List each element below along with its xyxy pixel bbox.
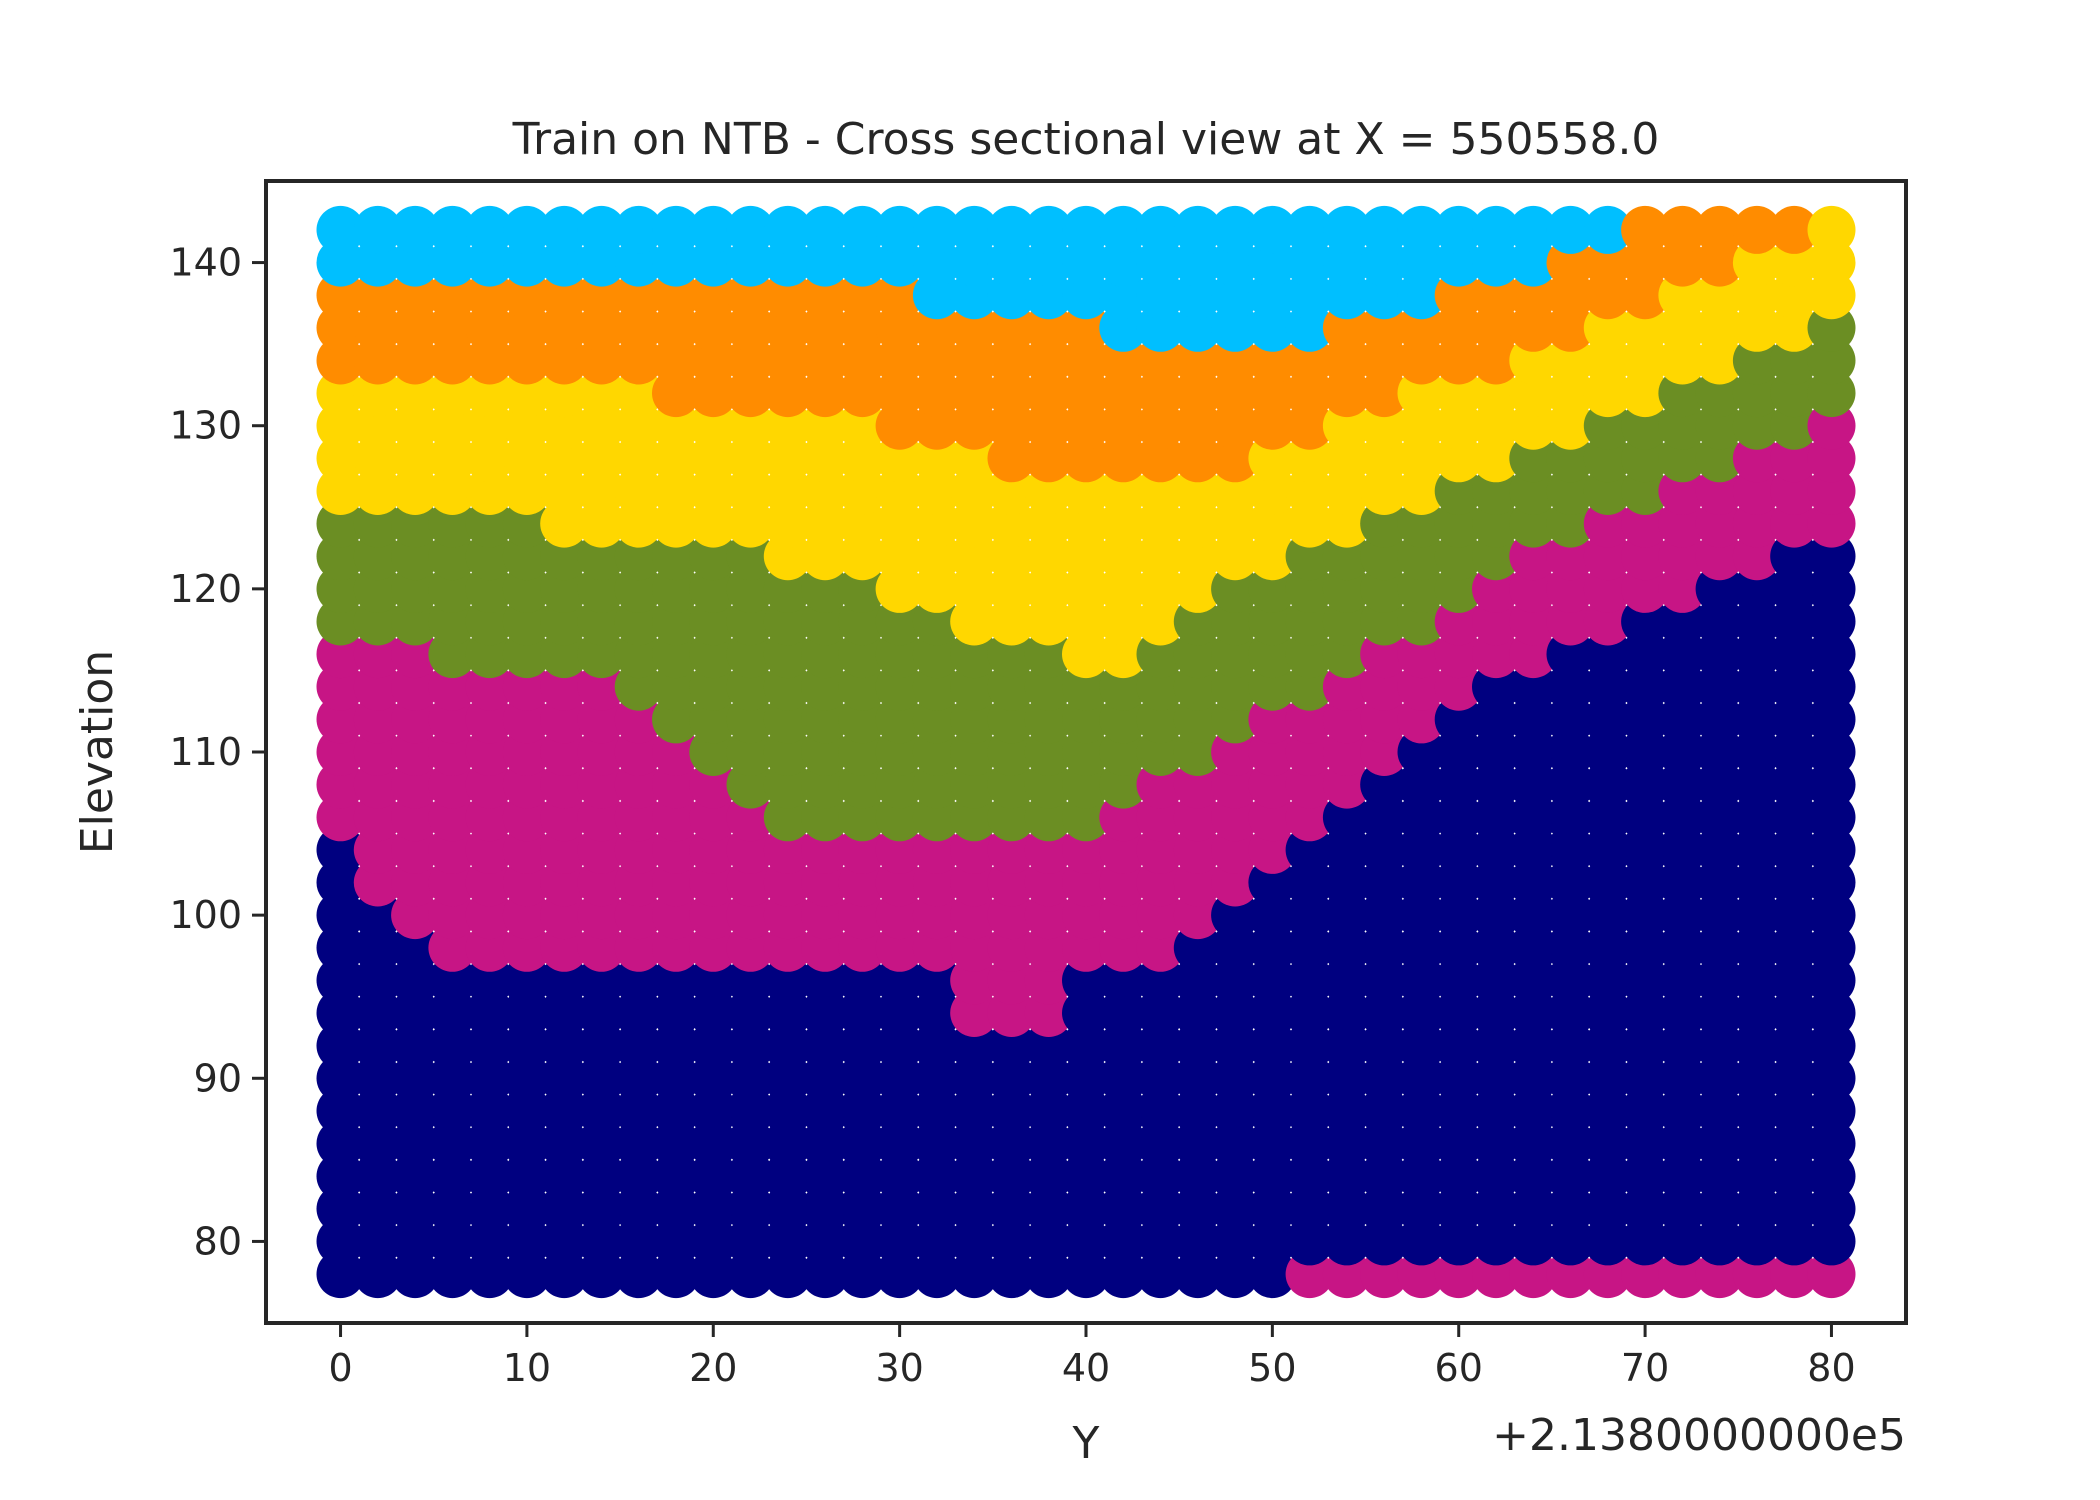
data-point <box>391 205 440 254</box>
x-axis-ticks: 0 10 20 30 40 50 60 70 80 <box>328 1323 1856 1390</box>
x-tick-label: 0 <box>328 1346 352 1390</box>
data-points <box>316 205 1856 1299</box>
x-axis-label: Y <box>1072 1418 1100 1469</box>
data-point <box>1099 205 1148 254</box>
chart-title: Train on NTB - Cross sectional view at X… <box>512 114 1660 165</box>
data-point <box>1434 205 1483 254</box>
data-point <box>1509 205 1558 254</box>
data-point <box>1024 205 1073 254</box>
data-point <box>726 205 775 254</box>
data-point <box>1658 205 1707 254</box>
data-point <box>614 205 663 254</box>
y-tick-label: 100 <box>169 893 242 937</box>
y-tick-label: 90 <box>194 1056 242 1100</box>
data-point <box>1062 205 1110 254</box>
y-tick-label: 80 <box>194 1219 242 1263</box>
y-axis-ticks: 80 90 100 110 120 130 140 <box>169 241 266 1263</box>
data-point <box>652 205 700 254</box>
x-tick-label: 60 <box>1435 1346 1483 1390</box>
data-point <box>1583 205 1632 254</box>
data-point <box>1360 205 1409 254</box>
x-axis-offset-label: +2.1380000000e5 <box>1492 1410 1906 1461</box>
data-point <box>1472 205 1520 254</box>
data-point <box>875 205 924 254</box>
data-point <box>1173 205 1222 254</box>
x-tick-label: 30 <box>875 1346 923 1390</box>
y-tick-label: 120 <box>169 567 242 611</box>
data-point <box>465 205 514 254</box>
x-tick-label: 70 <box>1621 1346 1669 1390</box>
data-point <box>838 205 887 254</box>
data-point <box>540 205 589 254</box>
data-point <box>1136 205 1185 254</box>
data-point <box>577 205 626 254</box>
x-tick-label: 50 <box>1248 1346 1296 1390</box>
data-point <box>912 205 961 254</box>
data-point <box>763 205 812 254</box>
y-tick-label: 140 <box>169 241 242 285</box>
x-tick-label: 40 <box>1062 1346 1110 1390</box>
data-point <box>1285 205 1334 254</box>
data-point <box>801 205 850 254</box>
y-axis-label: Elevation <box>72 650 123 854</box>
x-tick-label: 80 <box>1807 1346 1855 1390</box>
data-point <box>1770 205 1819 254</box>
data-point <box>1695 205 1744 254</box>
data-point <box>987 205 1036 254</box>
data-point <box>1621 205 1670 254</box>
data-point <box>502 205 551 254</box>
data-point <box>689 205 738 254</box>
y-tick-label: 130 <box>169 404 242 448</box>
data-point <box>1322 205 1371 254</box>
data-point <box>1248 205 1297 254</box>
data-point <box>1732 205 1781 254</box>
data-point <box>1211 205 1260 254</box>
x-tick-label: 20 <box>689 1346 737 1390</box>
x-tick-label: 10 <box>503 1346 551 1390</box>
data-point <box>353 205 402 254</box>
y-tick-label: 110 <box>169 730 242 774</box>
data-point <box>1397 205 1446 254</box>
data-point <box>950 205 999 254</box>
data-point <box>1546 205 1595 254</box>
data-point <box>1807 205 1856 254</box>
data-point <box>316 205 365 254</box>
data-point <box>428 205 477 254</box>
